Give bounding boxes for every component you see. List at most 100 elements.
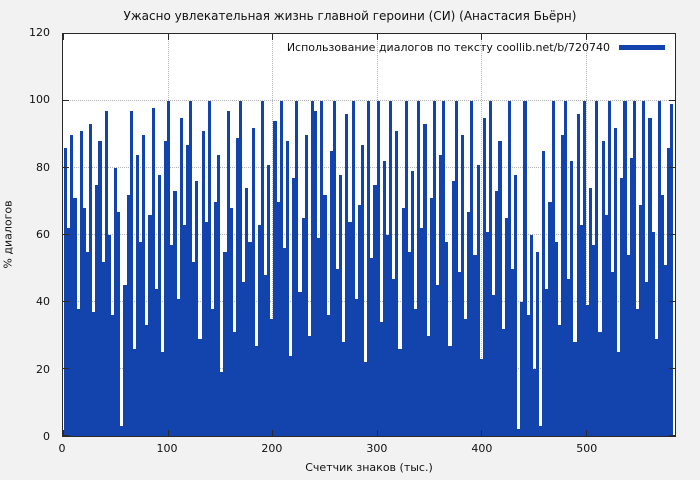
bar <box>470 101 474 436</box>
bar <box>260 101 264 436</box>
plot-area: Использование диалогов по тексту coollib… <box>62 33 676 437</box>
gridline-vertical <box>481 34 483 436</box>
axis-tick <box>376 34 378 40</box>
axis-tick <box>586 430 588 436</box>
bar <box>570 161 574 436</box>
bar <box>164 141 168 436</box>
bar <box>617 352 621 436</box>
bar <box>276 201 280 436</box>
bar <box>95 184 99 436</box>
axis-tick <box>376 430 378 436</box>
bar <box>642 101 646 436</box>
y-tick-label: 0 <box>43 430 50 443</box>
x-tick-label: 100 <box>156 442 178 455</box>
bar <box>307 335 311 436</box>
bar <box>89 124 93 436</box>
bar <box>64 147 68 436</box>
bar <box>160 352 164 436</box>
bar <box>345 114 349 436</box>
bar <box>526 315 530 436</box>
bar <box>504 218 508 436</box>
bar <box>498 141 502 436</box>
bar <box>392 278 396 436</box>
bar <box>410 171 414 436</box>
axis-tick <box>669 435 675 436</box>
bar <box>629 157 633 436</box>
bar <box>217 154 221 436</box>
bar <box>357 204 361 436</box>
bar <box>548 201 552 436</box>
bar <box>385 235 389 436</box>
bar <box>529 235 533 436</box>
bar <box>223 251 227 436</box>
bar <box>226 111 230 436</box>
bar <box>123 285 127 436</box>
bar <box>370 258 374 436</box>
bar <box>501 328 505 436</box>
bar <box>367 101 371 436</box>
axis-tick <box>63 34 64 40</box>
axis-tick <box>63 234 69 235</box>
bar <box>301 218 305 436</box>
bar <box>479 358 483 436</box>
bar <box>639 204 643 436</box>
bar <box>445 241 449 436</box>
bar <box>364 362 368 436</box>
bar <box>167 101 171 436</box>
bar <box>429 198 433 436</box>
bar <box>448 345 452 436</box>
bar <box>520 302 524 436</box>
bar <box>573 342 577 436</box>
bar <box>332 101 336 436</box>
bar <box>460 134 464 436</box>
bar <box>557 325 561 436</box>
x-tick-label: 0 <box>58 442 66 455</box>
axis-tick <box>272 430 274 436</box>
bar <box>645 281 649 436</box>
bar <box>539 425 543 436</box>
bar <box>279 101 283 436</box>
bar <box>576 114 580 436</box>
bar <box>476 164 480 436</box>
bar <box>560 134 564 436</box>
bar <box>245 188 249 436</box>
bar <box>76 308 80 436</box>
bar <box>132 348 136 436</box>
bar <box>457 271 461 436</box>
bar <box>104 111 108 436</box>
bar <box>114 168 118 436</box>
bar <box>351 101 355 436</box>
bar <box>101 261 105 436</box>
bar <box>601 141 605 436</box>
bar <box>235 137 239 436</box>
axis-tick <box>63 430 64 436</box>
bar <box>335 268 339 436</box>
bar <box>545 288 549 436</box>
x-tick-label: 500 <box>576 442 598 455</box>
bar <box>198 338 202 436</box>
bar <box>589 188 593 436</box>
bar <box>389 101 393 436</box>
bar <box>326 315 330 436</box>
bar <box>648 117 652 436</box>
axis-tick <box>63 167 69 169</box>
bar <box>495 191 499 436</box>
y-tick-label: 100 <box>29 93 50 107</box>
bar <box>395 131 399 436</box>
bar <box>264 275 268 436</box>
bar <box>667 147 671 436</box>
bar <box>129 111 133 436</box>
bar <box>189 101 193 436</box>
axis-tick <box>669 234 675 235</box>
bar <box>79 131 83 436</box>
x-axis-title: Счетчик знаков (тыс.) <box>305 461 433 474</box>
bar <box>620 178 624 436</box>
bar <box>145 325 149 436</box>
bar <box>73 198 77 436</box>
bar <box>179 117 183 436</box>
bar <box>492 295 496 436</box>
gridline-horizontal <box>63 100 675 101</box>
bar <box>651 231 655 436</box>
bar <box>239 101 243 436</box>
bar <box>532 369 536 436</box>
